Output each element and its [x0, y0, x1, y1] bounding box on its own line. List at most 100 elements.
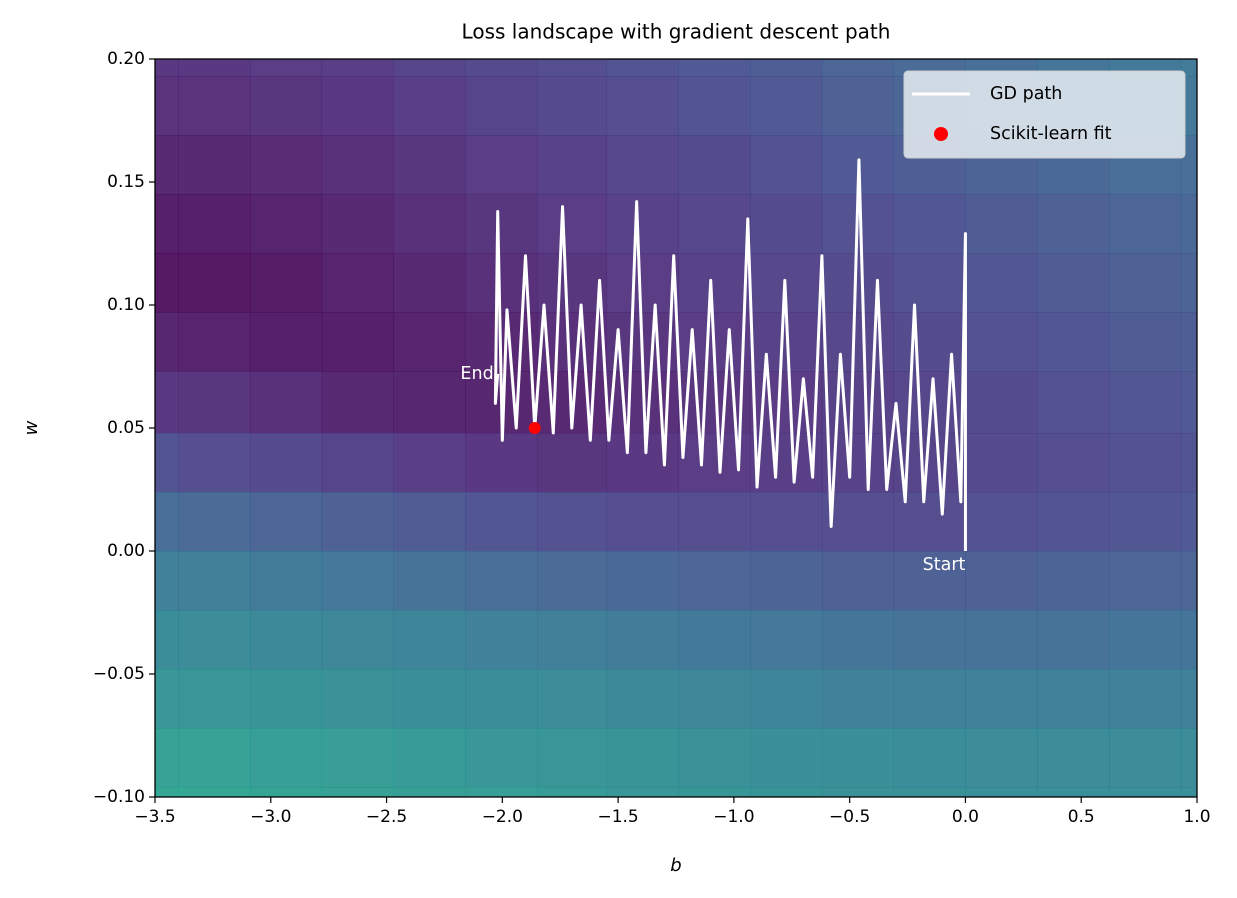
- heatmap-cell: [678, 669, 751, 729]
- heatmap-cell: [1109, 551, 1182, 611]
- heatmap-cell: [178, 312, 251, 372]
- heatmap-cell: [678, 76, 751, 136]
- heatmap-cell: [893, 194, 966, 254]
- heatmap-cell: [1037, 491, 1110, 552]
- heatmap-cell: [1180, 59, 1198, 77]
- heatmap-cell: [393, 253, 466, 313]
- heatmap-cell: [321, 551, 395, 611]
- heatmap-cell: [155, 76, 179, 136]
- x-tick-label: −2.0: [482, 807, 523, 827]
- y-tick-label: 0.00: [107, 541, 145, 561]
- heatmap-cell: [1180, 371, 1198, 434]
- heatmap-cell: [155, 194, 179, 254]
- heatmap-cell: [321, 491, 395, 552]
- x-tick-label: −0.5: [829, 807, 870, 827]
- heatmap-cell: [750, 610, 823, 670]
- heatmap-cell: [821, 669, 895, 729]
- heatmap-cell: [321, 312, 395, 372]
- heatmap-cell: [321, 669, 395, 729]
- heatmap-cell: [249, 551, 323, 611]
- heatmap-cell: [750, 669, 823, 729]
- heatmap-cell: [1109, 371, 1182, 434]
- heatmap-cell: [606, 59, 679, 77]
- heatmap-cell: [821, 610, 895, 670]
- heatmap-cell: [249, 59, 323, 77]
- heatmap-cell: [249, 787, 323, 798]
- heatmap-cell: [249, 253, 323, 313]
- heatmap-cell: [393, 194, 466, 254]
- heatmap-cell: [537, 787, 608, 798]
- heatmap-cell: [393, 787, 466, 798]
- heatmap-cell: [178, 59, 251, 77]
- heatmap-cell: [678, 135, 751, 195]
- heatmap-cell: [537, 728, 608, 788]
- heatmap-cell: [821, 59, 895, 77]
- heatmap-cell: [750, 59, 823, 77]
- heatmap-cell: [821, 728, 895, 788]
- heatmap-cell: [393, 432, 466, 493]
- heatmap-cell: [178, 194, 251, 254]
- heatmap-cell: [155, 728, 179, 788]
- heatmap-cell: [465, 194, 538, 254]
- y-tick-label: 0.20: [107, 49, 145, 69]
- scatter-point: [528, 422, 541, 434]
- heatmap-cell: [155, 135, 179, 195]
- heatmap-cell: [606, 491, 679, 552]
- heatmap-cell: [1037, 312, 1110, 372]
- heatmap-cell: [155, 253, 179, 313]
- heatmap-cell: [249, 312, 323, 372]
- heatmap-cell: [537, 669, 608, 729]
- y-tick-label: 0.15: [107, 172, 145, 192]
- heatmap-cell: [1180, 194, 1198, 254]
- heatmap-cell: [965, 371, 1038, 434]
- heatmap-cell: [750, 551, 823, 611]
- heatmap-cell: [1037, 371, 1110, 434]
- x-tick-label: −3.0: [250, 807, 291, 827]
- heatmap-cell: [821, 253, 895, 313]
- heatmap-cell: [750, 76, 823, 136]
- heatmap-cell: [965, 669, 1038, 729]
- heatmap-cell: [178, 669, 251, 729]
- heatmap-cell: [678, 253, 751, 313]
- heatmap-cell: [678, 610, 751, 670]
- y-axis-label: w: [21, 420, 42, 435]
- heatmap-cell: [1037, 432, 1110, 493]
- x-tick-label: 1.0: [1183, 807, 1210, 827]
- heatmap-cell: [821, 551, 895, 611]
- end-annotation: End: [460, 364, 493, 384]
- heatmap-cell: [393, 135, 466, 195]
- heatmap-cell: [965, 728, 1038, 788]
- heatmap-cell: [249, 371, 323, 434]
- heatmap-cell: [606, 194, 679, 254]
- x-tick-label: 0.5: [1068, 807, 1095, 827]
- heatmap-cell: [321, 728, 395, 788]
- heatmap-cell: [321, 432, 395, 493]
- heatmap-cell: [249, 728, 323, 788]
- heatmap-cell: [178, 432, 251, 493]
- heatmap-cell: [537, 194, 608, 254]
- heatmap-cell: [678, 728, 751, 788]
- x-tick-label: −2.5: [366, 807, 407, 827]
- heatmap-cell: [1109, 194, 1182, 254]
- heatmap-cell: [1037, 551, 1110, 611]
- heatmap-cell: [678, 194, 751, 254]
- heatmap-cell: [1180, 787, 1198, 798]
- heatmap-cell: [155, 610, 179, 670]
- heatmap-cell: [965, 787, 1038, 798]
- heatmap-cell: [155, 787, 179, 798]
- heatmap-cell: [1180, 551, 1198, 611]
- heatmap-cell: [1037, 669, 1110, 729]
- heatmap-cell: [249, 432, 323, 493]
- heatmap-cell: [178, 371, 251, 434]
- legend-marker: [934, 127, 948, 141]
- heatmap-cell: [321, 253, 395, 313]
- heatmap-cell: [321, 76, 395, 136]
- heatmap-cell: [965, 491, 1038, 552]
- heatmap-cell: [465, 432, 538, 493]
- y-tick-label: −0.05: [93, 664, 145, 684]
- heatmap-cell: [465, 728, 538, 788]
- x-axis-label: b: [670, 855, 681, 876]
- heatmap-cell: [965, 610, 1038, 670]
- heatmap-cell: [393, 551, 466, 611]
